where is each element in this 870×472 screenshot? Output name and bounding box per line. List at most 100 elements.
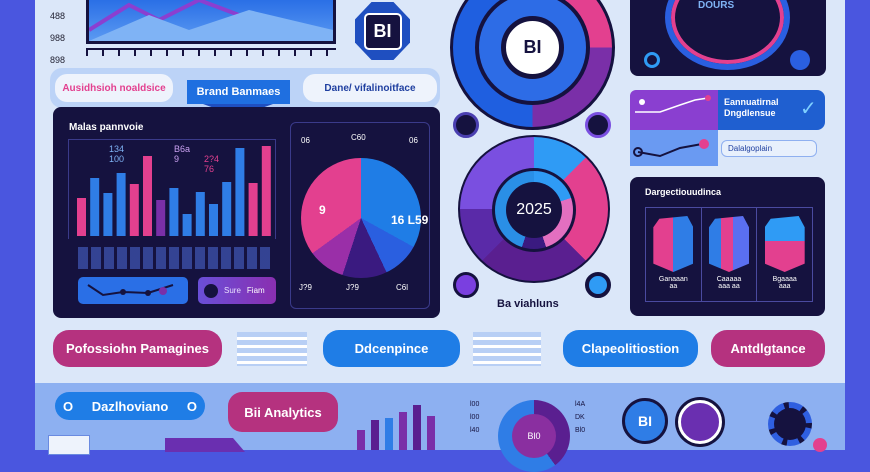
bar [248, 183, 258, 236]
bar [156, 200, 166, 236]
dimensions-card: Dargectiouudinca Ganaaan aa Caaaaa aaa a… [630, 177, 825, 316]
toggle-right: O [186, 398, 197, 414]
pie-label: 16 L59 [391, 213, 429, 227]
stat-text: Fiam [246, 286, 265, 295]
dimension-sublabel: aaa [778, 283, 791, 290]
pie-chart [301, 158, 421, 278]
intelligence-button[interactable]: Antdlgtance [711, 330, 825, 367]
pie-label: 06 [301, 136, 310, 145]
bar [143, 156, 152, 236]
toggle-icon[interactable] [453, 272, 479, 298]
dimension-item[interactable]: Caaaaa aaa aa [702, 208, 758, 301]
ring-label: l40 [470, 427, 480, 434]
bi-badge: BI [355, 2, 410, 60]
ring-label: l00 [470, 401, 480, 408]
dashboard-toggle[interactable]: O Dazlhoviano O [55, 392, 205, 420]
tab-ausidhsioh[interactable]: Ausidhsioh noaldsice [55, 74, 173, 102]
axis-label: 988 [50, 33, 66, 43]
trend-widget [630, 90, 718, 130]
dimension-label: Ganaaan [658, 276, 688, 283]
stat-text: Sure [224, 286, 241, 295]
bar [77, 198, 86, 236]
circle-icon[interactable] [644, 52, 660, 68]
toggle-left: O [63, 398, 74, 414]
check-icon: ✓ [800, 98, 817, 120]
ring-label: l4A [575, 401, 586, 408]
axis-label: 898 [50, 55, 66, 65]
bar-label: 134 100 [109, 144, 125, 164]
panel-title: Malas pannvoie [69, 122, 144, 133]
line-chart-series [87, 0, 333, 41]
menu-lines-icon [473, 332, 541, 366]
pie-label: 9 [319, 203, 326, 217]
ring-label: l00 [470, 414, 480, 421]
classification-button[interactable]: Clapeolitiostion [563, 330, 698, 367]
dimension-sublabel: aa [669, 283, 678, 290]
trend-widget-2 [630, 130, 718, 166]
hex-chart-icon [653, 216, 694, 272]
mini-bar [413, 405, 421, 450]
info-icon[interactable] [453, 112, 479, 138]
bar [103, 193, 113, 236]
analytics-panel: Malas pannvoie 134 100 B6a 9 2?4 76 Sure… [53, 107, 440, 318]
mini-bar [371, 420, 379, 450]
tab-brand-banmaes[interactable]: Brand Banmaes [187, 80, 290, 104]
pie-label: C60 [351, 133, 366, 142]
pie-footer: J?9 [299, 283, 312, 292]
bar [235, 148, 245, 236]
sparkline-widget[interactable] [78, 277, 188, 304]
dimension-label: Caaaaa [716, 276, 742, 283]
ring-right-labels: l4A DK Bl0 [575, 398, 585, 437]
drop-icon[interactable] [790, 50, 810, 70]
status-card[interactable]: Eannuatirnal Dngdlensue ✓ [718, 90, 825, 130]
bar [129, 184, 139, 236]
axis-label: 488 [50, 11, 66, 21]
target-icon[interactable] [585, 272, 611, 298]
donut-caption: Ba viahluns [497, 298, 559, 310]
bi-analytics-button[interactable]: Bii Analytics [228, 392, 338, 432]
bar-label: B6a 9 [174, 144, 191, 164]
bi-circle-text: BI [638, 413, 652, 429]
menu-lines-icon [237, 332, 307, 366]
data-grid [78, 247, 270, 269]
bar [116, 173, 126, 236]
menu-circle-icon[interactable] [678, 400, 722, 444]
mini-bar [385, 418, 393, 450]
dimension-item[interactable]: Ganaaan aa [646, 208, 702, 301]
axis-labels: 488 988 898 [50, 5, 65, 71]
bar [209, 204, 218, 236]
pie-label: 06 [409, 136, 418, 145]
mini-bar-chart [352, 400, 447, 450]
bar-chart: 134 100 B6a 9 2?4 76 [68, 139, 276, 239]
ring-label: DK [575, 414, 585, 421]
bar [90, 178, 100, 236]
dimension-item[interactable]: Bgaaaa aaa [757, 208, 812, 301]
bi-badge-text: BI [363, 12, 402, 50]
dimensions-title: Dargectiouudinca [645, 187, 722, 197]
donut-center-label: 2025 [516, 201, 552, 218]
hex-chart-icon [764, 216, 805, 272]
mini-bar [427, 416, 435, 450]
ring-label: Bl0 [575, 427, 586, 434]
experience-button[interactable]: Ddcenpince [323, 330, 460, 367]
search-input[interactable]: Dalalgoplain [721, 140, 817, 157]
stat-widget[interactable]: Sure Fiam [198, 277, 276, 304]
bi-circle[interactable]: BI [622, 398, 668, 444]
bar [222, 182, 232, 236]
tab-dane[interactable]: Dane/ vifalinoitface [303, 74, 437, 102]
ring-center-label: Bl0 [512, 414, 556, 458]
bar [169, 188, 179, 236]
shield-icon[interactable] [585, 112, 611, 138]
status-card-title: Eannuatirnal Dngdlensue [724, 97, 779, 118]
mini-tab [165, 438, 245, 452]
ring-left-labels: l00 l00 l40 [470, 398, 479, 437]
bar [195, 192, 205, 236]
pie-footer: C6l [396, 283, 409, 292]
professional-button[interactable]: Pofossiohn Pamagines [53, 330, 222, 367]
dashboard-label: Dazlhoviano [91, 398, 169, 414]
x-axis-ticks [86, 48, 336, 56]
bar [261, 146, 271, 236]
gear-icon[interactable] [768, 402, 812, 446]
donut-chart: 2025 [458, 135, 610, 283]
bar-label: 2?4 76 [204, 154, 220, 174]
